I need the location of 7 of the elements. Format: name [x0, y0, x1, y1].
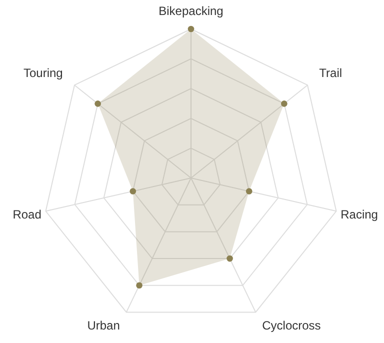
- spoke-label: Cyclocross: [262, 318, 321, 333]
- spoke-label: Bikepacking: [158, 4, 224, 18]
- spoke-label: Touring: [24, 66, 63, 80]
- spoke-label: Trail: [319, 66, 342, 80]
- spoke-label: Road: [12, 207, 42, 222]
- spoke-label: Urban: [87, 318, 120, 333]
- spoke-label: Racing: [340, 207, 378, 222]
